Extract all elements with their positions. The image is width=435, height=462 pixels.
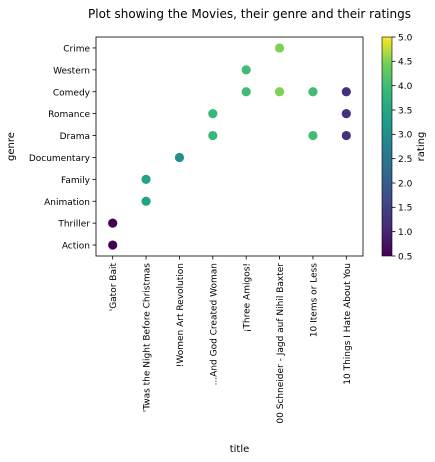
x-tick-label: ¡Three Amigos! — [243, 263, 253, 332]
y-tick-label: Animation — [44, 198, 90, 208]
data-point — [208, 109, 218, 119]
y-tick-label: Family — [61, 176, 91, 186]
y-tick-label: Crime — [63, 44, 90, 54]
colorbar-tick-label: 3.5 — [398, 106, 412, 116]
colorbar-tick-label: 1.0 — [398, 228, 413, 238]
y-tick-label: Romance — [48, 110, 90, 120]
y-tick-label: Western — [53, 66, 90, 76]
x-tick-label: 10 Items or Less — [309, 263, 319, 337]
colorbar-tick-label: 4.0 — [398, 82, 413, 92]
data-point — [241, 65, 251, 75]
data-point — [174, 152, 185, 163]
y-tick-label: Action — [62, 242, 90, 252]
colorbar-tick-label: 2.0 — [398, 179, 413, 189]
data-point — [308, 87, 318, 97]
colorbar: 0.5 1.0 1.5 2.0 2.5 3.0 3.5 4.0 4.5 5.0 rating — [381, 33, 427, 262]
data-point — [308, 130, 318, 141]
data-point — [108, 240, 118, 250]
data-point — [274, 87, 285, 97]
plot-frame — [95, 36, 364, 257]
data-point — [141, 196, 151, 206]
colorbar-tick-label: 3.0 — [398, 131, 413, 141]
colorbar-tick-label: 0.5 — [398, 252, 412, 262]
x-tick-label: 'Gator Bait — [109, 263, 119, 312]
data-point — [208, 130, 218, 141]
x-axis-label: title — [230, 444, 250, 455]
data-point — [141, 174, 151, 184]
x-axis: 'Gator Bait 'Twas the Night Before Christ… — [109, 256, 353, 424]
colorbar-tick-label: 2.5 — [398, 155, 412, 165]
y-axis-label: genre — [6, 132, 17, 161]
y-tick-label: Thriller — [57, 220, 90, 230]
data-point — [274, 43, 285, 53]
y-axis: Action Thriller Animation Family Documentary… — [29, 44, 96, 252]
data-point — [241, 87, 251, 97]
colorbar-gradient — [381, 36, 393, 257]
data-point — [108, 218, 118, 228]
data-points — [108, 43, 351, 250]
y-tick-label: Comedy — [53, 88, 91, 98]
colorbar-tick-label: 4.5 — [398, 58, 412, 68]
data-point — [341, 87, 351, 97]
x-tick-label: 'Twas the Night Before Christmas — [143, 263, 153, 413]
data-point — [341, 109, 351, 119]
data-point — [341, 130, 351, 141]
x-tick-label: ...And God Created Woman — [209, 263, 219, 385]
x-tick-label: 00 Schneider - Jagd auf Nihil Baxter — [276, 263, 286, 424]
y-tick-label: Drama — [60, 132, 90, 142]
x-tick-label: 10 Things I Hate About You — [343, 263, 353, 385]
colorbar-label: rating — [416, 132, 427, 162]
x-tick-label: !Women Art Revolution — [176, 263, 186, 367]
colorbar-ticks: 0.5 1.0 1.5 2.0 2.5 3.0 3.5 4.0 4.5 5.0 — [392, 33, 413, 262]
colorbar-tick-label: 5.0 — [398, 33, 413, 43]
y-tick-label: Documentary — [29, 154, 91, 164]
colorbar-tick-label: 1.5 — [398, 204, 412, 214]
chart-title: Plot showing the Movies, their genre and… — [88, 7, 411, 21]
